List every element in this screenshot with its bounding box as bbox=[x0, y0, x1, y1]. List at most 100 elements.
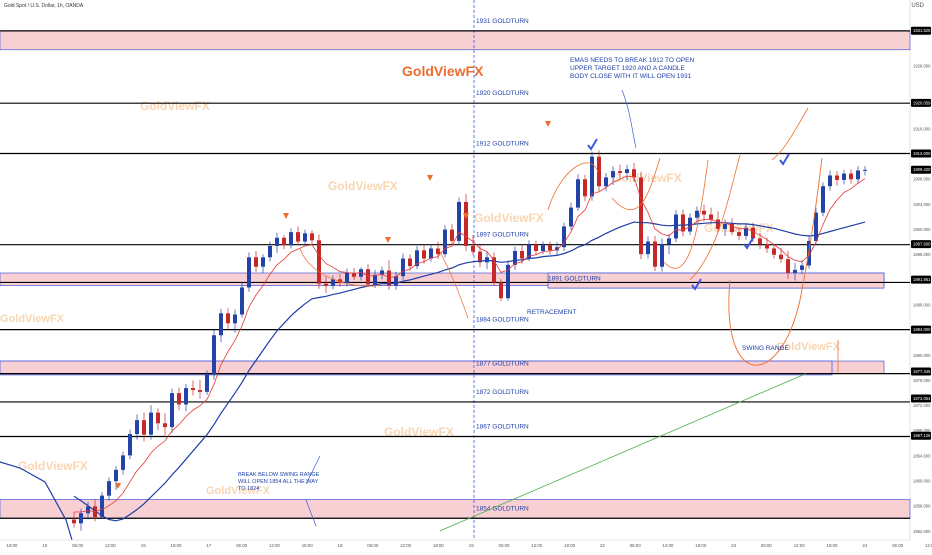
level-label: 1872 GOLDTURN bbox=[476, 389, 529, 396]
price-label-box bbox=[911, 98, 931, 107]
projection-arc bbox=[611, 157, 661, 211]
candle-body bbox=[261, 257, 265, 267]
watermark-text: GoldViewFX bbox=[0, 313, 65, 325]
candle-body bbox=[79, 513, 83, 524]
price-label-text: 1891.951 bbox=[913, 277, 931, 282]
price-label-text: 1909.420 bbox=[913, 167, 931, 172]
candle-body bbox=[499, 282, 503, 299]
price-tick: 1888.000 bbox=[913, 302, 931, 307]
watermark-text: GoldViewFX bbox=[474, 211, 544, 225]
price-label-text: 1867.126 bbox=[913, 433, 931, 438]
candle-body bbox=[695, 210, 699, 218]
time-tick: 06:00 bbox=[499, 543, 511, 548]
symbol-header: Gold Spot / U.S. Dollar, 1h, OANDA bbox=[4, 3, 84, 9]
time-tick: 12:00 bbox=[794, 543, 806, 548]
price-label-box bbox=[911, 367, 931, 376]
price-label-text: 1877.345 bbox=[913, 369, 931, 374]
annotation-retracement: RETRACEMENT bbox=[527, 309, 577, 316]
time-tick: 18:00 bbox=[433, 543, 445, 548]
candle-body bbox=[555, 247, 559, 251]
down-arrow-marker bbox=[115, 483, 121, 489]
candle-body bbox=[485, 257, 489, 263]
watermark-text: GoldViewFX bbox=[612, 171, 682, 185]
annotation-break-below: BREAK BELOW SWING RANGE WILL OPEN 1854 AL… bbox=[238, 472, 320, 492]
price-tick: 1872.000 bbox=[913, 403, 931, 408]
price-tick: 1860.000 bbox=[913, 479, 931, 484]
candle-body bbox=[240, 287, 244, 315]
level-label: 1877 GOLDTURN bbox=[476, 361, 529, 368]
annotation-leader bbox=[305, 455, 321, 485]
level-label: 1912 GOLDTURN bbox=[476, 141, 529, 148]
annotation-leader bbox=[305, 499, 317, 527]
price-tick: 1916.000 bbox=[913, 126, 931, 131]
candle-body bbox=[170, 393, 174, 428]
candle-body bbox=[506, 264, 510, 299]
zone-band-3 bbox=[0, 499, 911, 519]
price-tick: 1876.000 bbox=[913, 378, 931, 383]
candle-body bbox=[107, 481, 111, 496]
candle-body bbox=[471, 245, 475, 252]
candle-body bbox=[163, 423, 167, 428]
candle-body bbox=[534, 244, 538, 251]
candle-body bbox=[793, 269, 797, 273]
time-tick: 17 bbox=[206, 543, 211, 548]
candle-body bbox=[156, 412, 160, 424]
candle-body bbox=[429, 248, 433, 259]
candle-body bbox=[674, 214, 678, 239]
candle-body bbox=[422, 250, 426, 259]
candle-body bbox=[583, 179, 587, 197]
candle-body bbox=[786, 259, 790, 273]
candle-body bbox=[345, 273, 349, 284]
price-label-box bbox=[911, 431, 931, 440]
candle-body bbox=[86, 506, 90, 514]
candle-body bbox=[653, 241, 657, 267]
candle-body bbox=[765, 244, 769, 249]
price-tick: 1896.000 bbox=[913, 252, 931, 257]
watermark-text: GoldViewFX bbox=[206, 485, 271, 497]
candle-body bbox=[772, 248, 776, 255]
level-label: 1891 GOLDTURN bbox=[548, 275, 601, 282]
candle-body bbox=[142, 420, 146, 435]
candle-body bbox=[100, 495, 104, 518]
candle-body bbox=[415, 250, 419, 267]
time-tick: 19 bbox=[42, 543, 47, 548]
projection-arc bbox=[299, 247, 381, 287]
candle-body bbox=[282, 237, 286, 246]
candle-body bbox=[842, 173, 846, 180]
down-arrow-marker bbox=[545, 121, 551, 127]
price-tick: 1904.000 bbox=[913, 202, 931, 207]
candle-body bbox=[604, 177, 608, 187]
time-tick: 12:00 bbox=[269, 543, 281, 548]
candle-body bbox=[828, 175, 832, 187]
candle-body bbox=[380, 270, 384, 275]
watermark-text: GoldViewFX bbox=[140, 99, 210, 113]
time-tick: 06:00 bbox=[761, 543, 773, 548]
time-tick: 24 bbox=[862, 543, 867, 548]
time-tick: 06:00 bbox=[236, 543, 248, 548]
candle-body bbox=[492, 257, 496, 283]
candle-body bbox=[737, 232, 741, 236]
candle-body bbox=[569, 207, 573, 227]
candle-body bbox=[212, 335, 216, 375]
candle-body bbox=[331, 279, 335, 286]
time-tick: 12:00 bbox=[925, 543, 932, 548]
level-label: 1920 GOLDTURN bbox=[476, 90, 529, 97]
candle-body bbox=[317, 240, 321, 284]
price-tick: 1926.000 bbox=[913, 63, 931, 68]
projection-arc bbox=[663, 159, 709, 269]
candle-body bbox=[548, 245, 552, 251]
annotation-swing-range: SWING RANGE bbox=[742, 345, 790, 352]
candle-body bbox=[639, 177, 643, 255]
candle-body bbox=[513, 250, 517, 265]
time-tick: 06:00 bbox=[72, 543, 84, 548]
projection-arc bbox=[689, 154, 741, 281]
price-label-text: 1912.000 bbox=[913, 151, 931, 156]
time-tick: 12:00 bbox=[105, 543, 117, 548]
candle-body bbox=[730, 223, 734, 233]
price-label-text: 1873.054 bbox=[913, 396, 931, 401]
price-label-box bbox=[911, 165, 931, 174]
candle-body bbox=[807, 240, 811, 266]
time-tick: 16 bbox=[141, 543, 146, 548]
